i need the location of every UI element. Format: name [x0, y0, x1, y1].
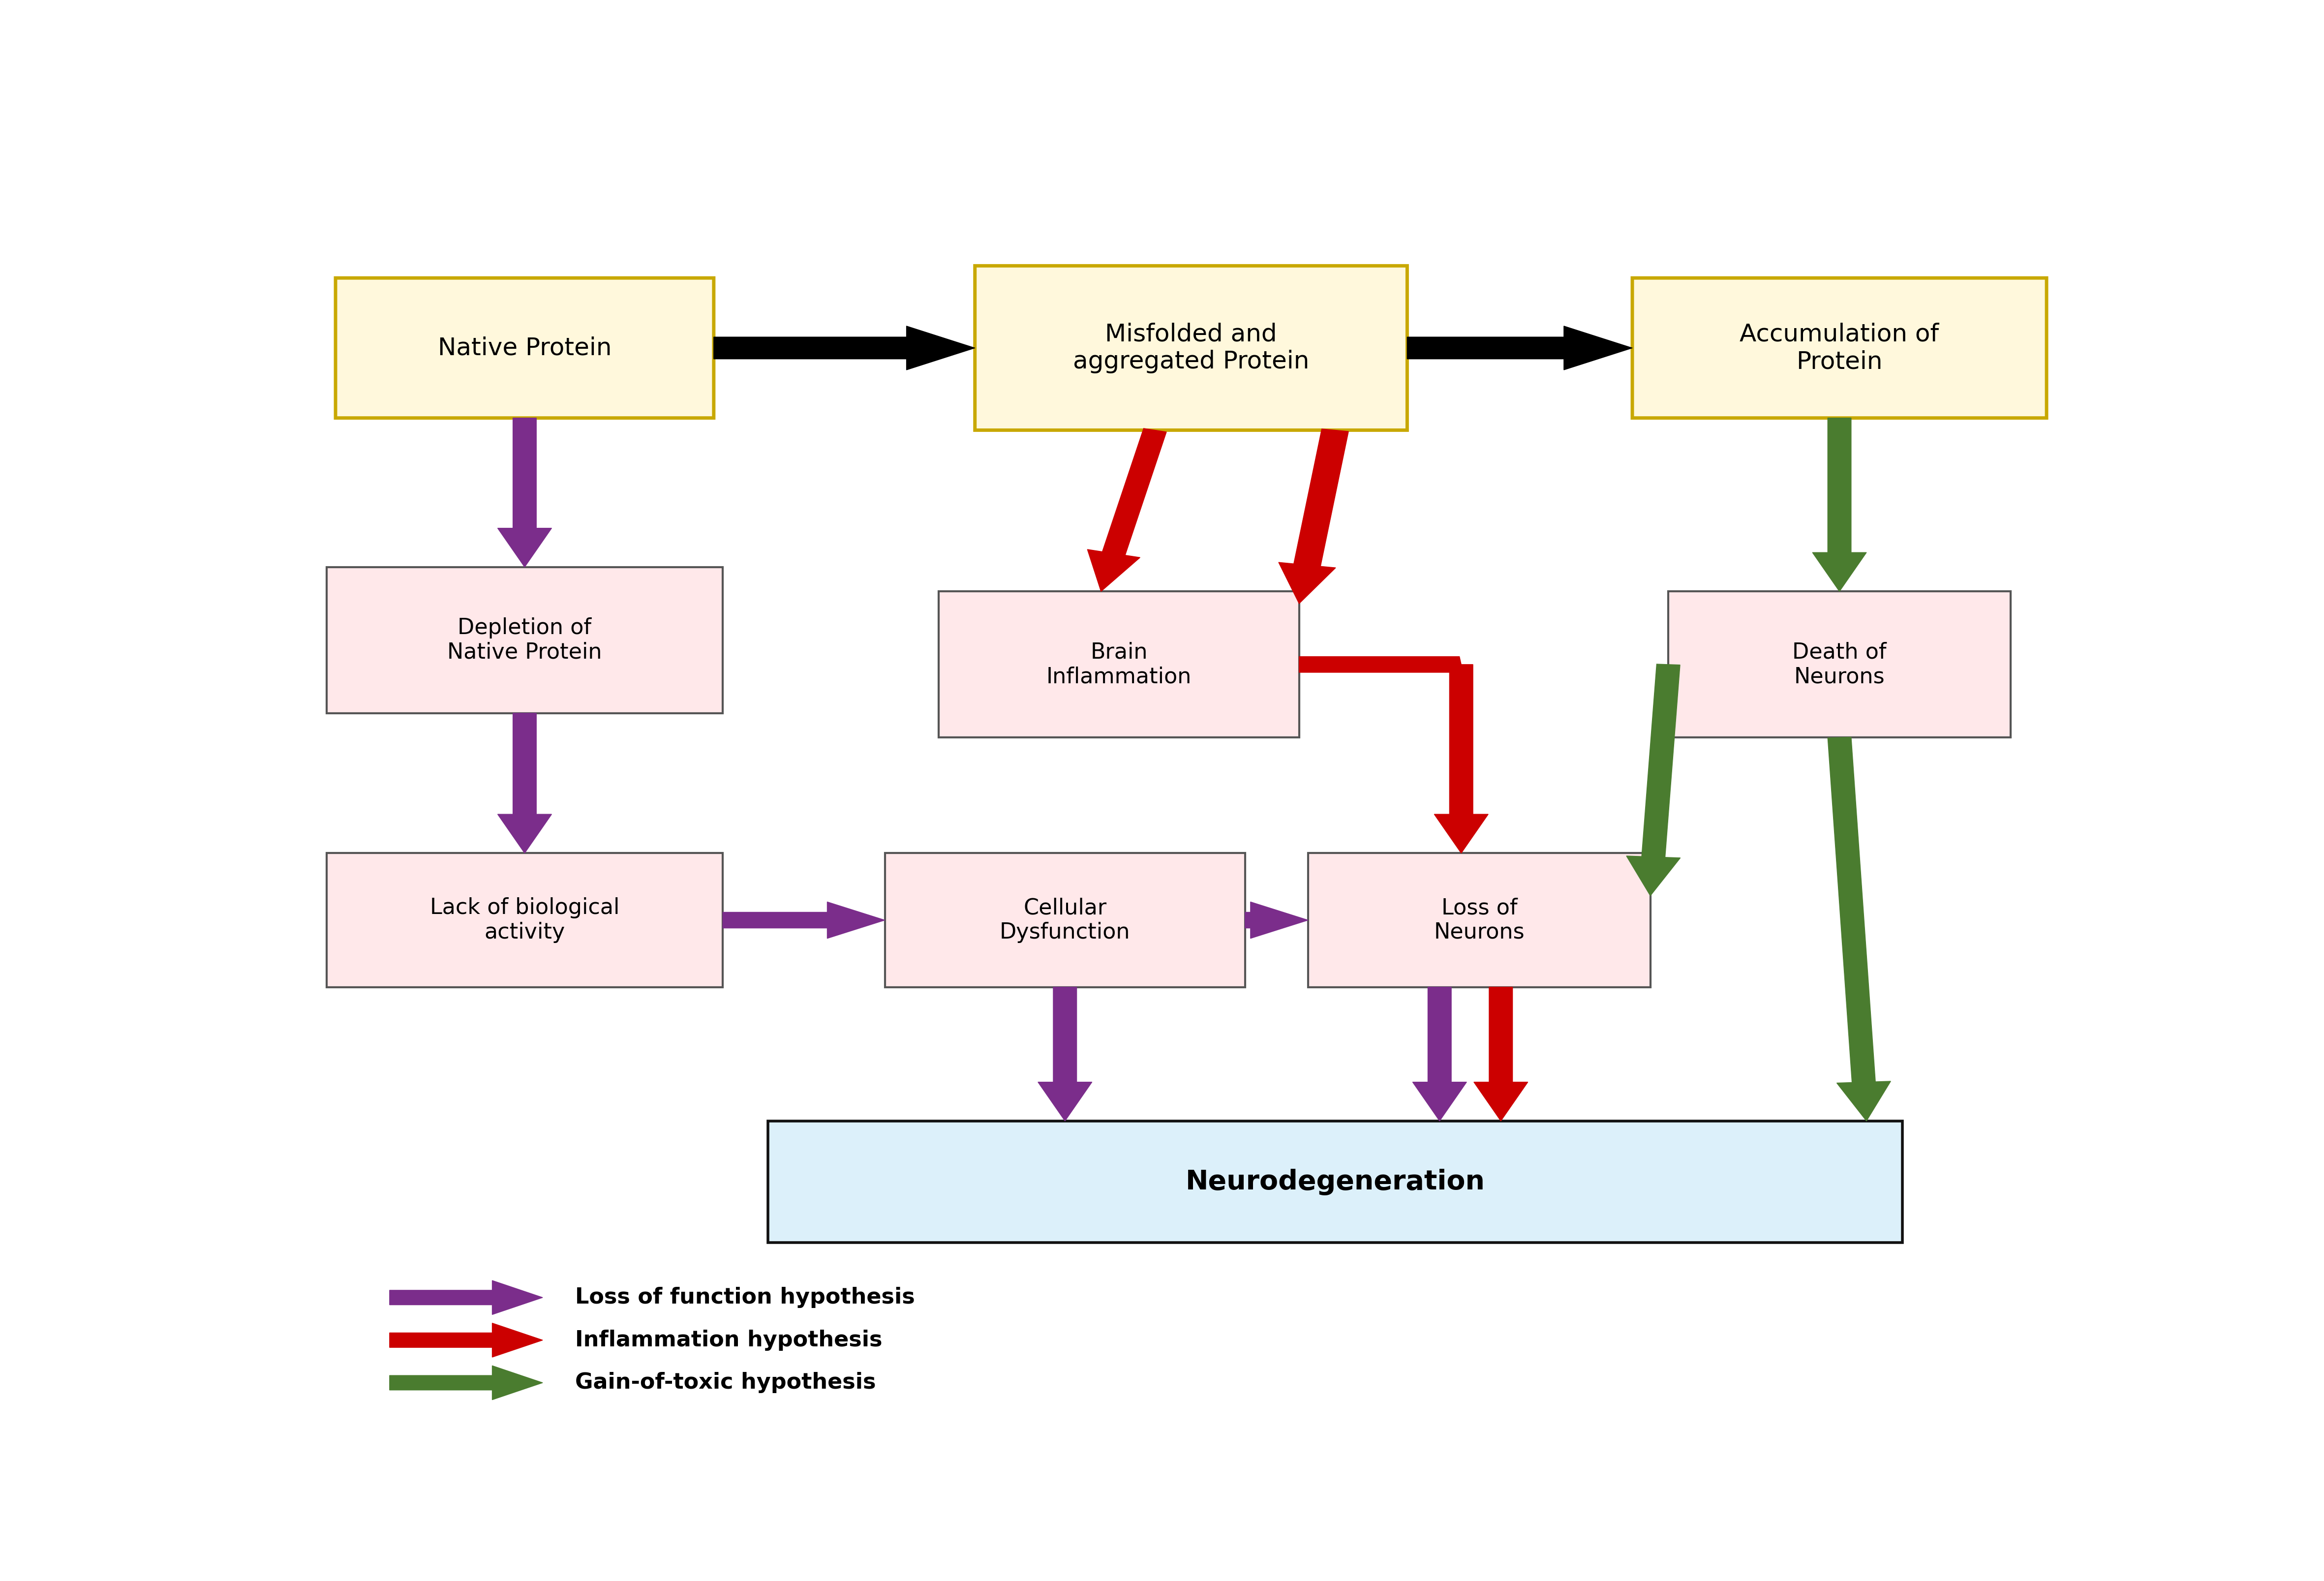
- Polygon shape: [1813, 417, 1866, 591]
- Polygon shape: [1278, 428, 1348, 604]
- Polygon shape: [1408, 326, 1631, 370]
- Bar: [939, 591, 1299, 737]
- Polygon shape: [1413, 987, 1466, 1121]
- Bar: [1308, 854, 1650, 987]
- Polygon shape: [497, 417, 551, 568]
- Text: Loss of function hypothesis: Loss of function hypothesis: [574, 1287, 916, 1307]
- FancyBboxPatch shape: [976, 266, 1408, 430]
- Bar: [767, 1121, 1903, 1243]
- Polygon shape: [1827, 737, 1892, 1121]
- Text: Loss of
Neurons: Loss of Neurons: [1434, 898, 1525, 942]
- Polygon shape: [390, 1281, 544, 1314]
- Polygon shape: [497, 713, 551, 854]
- Text: Native Protein: Native Protein: [437, 337, 611, 360]
- Bar: [325, 854, 723, 987]
- Polygon shape: [723, 901, 885, 939]
- Polygon shape: [1627, 664, 1680, 896]
- Polygon shape: [1039, 987, 1092, 1121]
- Text: Accumulation of
Protein: Accumulation of Protein: [1741, 323, 1938, 373]
- Text: Neurodegeneration: Neurodegeneration: [1185, 1168, 1485, 1195]
- Polygon shape: [1473, 987, 1527, 1121]
- Bar: [885, 854, 1246, 987]
- Polygon shape: [1434, 664, 1487, 854]
- Bar: [325, 568, 723, 713]
- Text: Cellular
Dysfunction: Cellular Dysfunction: [999, 898, 1129, 942]
- Polygon shape: [1088, 428, 1167, 591]
- FancyBboxPatch shape: [335, 278, 713, 417]
- Text: Gain-of-toxic hypothesis: Gain-of-toxic hypothesis: [574, 1372, 876, 1393]
- Polygon shape: [390, 1323, 544, 1356]
- Text: Death of
Neurons: Death of Neurons: [1792, 642, 1887, 688]
- Polygon shape: [713, 326, 976, 370]
- Polygon shape: [390, 1366, 544, 1399]
- Text: Inflammation hypothesis: Inflammation hypothesis: [574, 1330, 883, 1350]
- Text: Misfolded and
aggregated Protein: Misfolded and aggregated Protein: [1074, 323, 1308, 373]
- Text: Lack of biological
activity: Lack of biological activity: [430, 898, 621, 942]
- FancyBboxPatch shape: [1631, 278, 2047, 417]
- Text: Depletion of
Native Protein: Depletion of Native Protein: [446, 617, 602, 662]
- Bar: [1669, 591, 2010, 737]
- Text: Brain
Inflammation: Brain Inflammation: [1046, 642, 1192, 688]
- Polygon shape: [1299, 656, 1462, 672]
- Polygon shape: [1246, 901, 1308, 939]
